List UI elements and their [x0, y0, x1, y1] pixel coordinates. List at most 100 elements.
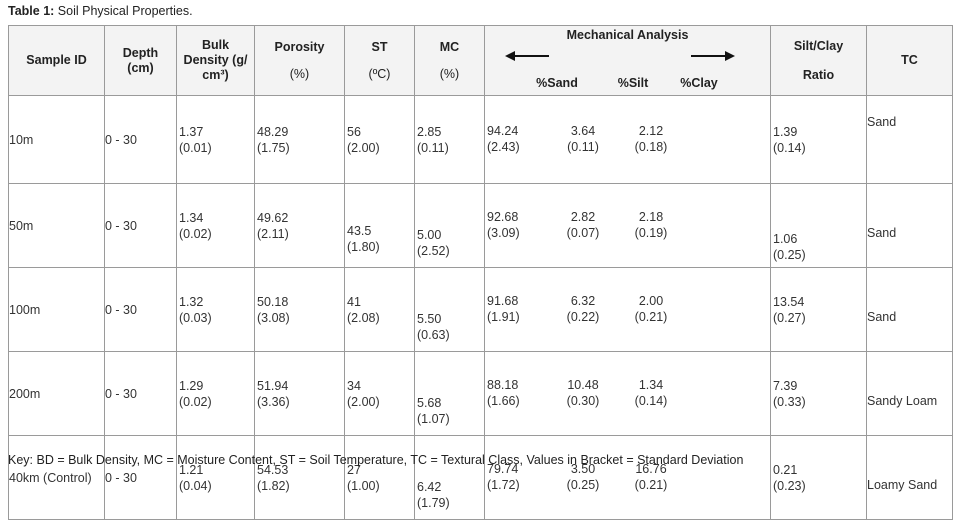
mc-sd: (2.52) [417, 244, 450, 258]
sample-id-cell: 200m [8, 351, 105, 436]
porosity-name: Porosity [274, 39, 325, 54]
header-mc: MC (%) [414, 25, 485, 96]
textural-class-cell: Sand [866, 183, 953, 268]
porosity-value: 51.94 [257, 378, 289, 393]
bulk-density-cell: 1.21 (0.04) [176, 435, 255, 520]
silt-value: 3.64 [570, 124, 596, 138]
depth-cell: 0 - 30 [104, 435, 177, 520]
mc-value: 5.68 [417, 396, 442, 410]
soil-properties-table: Sample ID Depth (cm) Bulk Density (g/ cm… [8, 25, 953, 520]
st-value: 34 [347, 378, 361, 393]
mechanical-cell: 92.68 (3.09) 2.82 (0.07) 2.18 (0.19) [484, 183, 771, 268]
mc-cell: 2.85 (0.11) [414, 95, 485, 184]
silt-group: 2.82 (0.07) [553, 209, 613, 241]
st-value: 43.5 [347, 224, 372, 238]
porosity-value: 49.62 [257, 210, 289, 225]
clay-value: 2.00 [638, 294, 664, 308]
mc-cell: 5.68 (1.07) [414, 351, 485, 436]
sample-id-cell: 100m [8, 267, 105, 352]
header-st: ST (ºC) [344, 25, 415, 96]
bulk-density-value: 1.34 [179, 210, 204, 225]
porosity-unit: (%) [289, 66, 310, 81]
st-sd: (1.00) [347, 478, 380, 493]
textural-class-cell: Sandy Loam [866, 351, 953, 436]
sand-sd: (2.43) [487, 140, 520, 154]
porosity-cell: 48.29 (1.75) [254, 95, 345, 184]
st-cell: 41 (2.08) [344, 267, 415, 352]
bulk-density-cell: 1.37 (0.01) [176, 95, 255, 184]
clay-group: 2.12 (0.18) [621, 123, 681, 155]
clay-sd: (0.18) [634, 140, 668, 154]
bulk-density-sd: (0.01) [179, 140, 212, 155]
porosity-cell: 50.18 (3.08) [254, 267, 345, 352]
silt-clay-ratio-cell: 1.39 (0.14) [770, 95, 867, 184]
porosity-cell: 54.53 (1.82) [254, 435, 345, 520]
sand-value: 92.68 [487, 210, 519, 224]
porosity-sd: (1.75) [257, 140, 290, 155]
clay-group: 1.34 (0.14) [621, 377, 681, 409]
depth-cell: 0 - 30 [104, 183, 177, 268]
porosity-sd: (1.82) [257, 478, 290, 493]
clay-sd: (0.21) [634, 478, 668, 492]
mc-sd: (0.11) [417, 140, 449, 155]
clay-value: 1.34 [638, 378, 664, 392]
mechanical-cell: 94.24 (2.43) 3.64 (0.11) 2.12 (0.18) [484, 95, 771, 184]
header-bulk-density: Bulk Density (g/ cm³) [176, 25, 255, 96]
silt-value: 2.82 [570, 210, 596, 224]
silt-group: 10.48 (0.30) [553, 377, 613, 409]
sample-id-cell: 10m [8, 95, 105, 184]
ratio-value: 7.39 [773, 378, 798, 393]
silt-sd: (0.25) [566, 478, 600, 492]
header-depth: Depth (cm) [104, 25, 177, 96]
header-tc: TC [866, 25, 953, 96]
clay-header: %Clay [680, 76, 718, 90]
sand-value: 91.68 [487, 294, 519, 308]
mc-sd: (1.07) [417, 412, 450, 426]
header-silt-clay-ratio: Silt/Clay Ratio [770, 25, 867, 96]
mc-name: MC [439, 39, 460, 54]
silt-sd: (0.11) [567, 140, 599, 154]
clay-value: 2.18 [638, 210, 664, 224]
table-row: 200m 0 - 30 1.29 (0.02) 51.94 (3.36) 34 (2.00) 5… [8, 351, 953, 436]
sand-group: 91.68 (1.91) [485, 293, 547, 325]
silt-group: 3.64 (0.11) [553, 123, 613, 155]
mc-cell: 6.42 (1.79) [414, 435, 485, 520]
sand-group: 92.68 (3.09) [485, 209, 547, 241]
ratio-sd: (0.25) [773, 248, 806, 262]
sand-group: 94.24 (2.43) [485, 123, 547, 155]
bulk-density-sd: (0.04) [179, 478, 212, 493]
st-value: 56 [347, 124, 361, 139]
bulk-density-value: 1.32 [179, 294, 204, 309]
ratio-sd: (0.33) [773, 394, 806, 409]
ratio-value: 13.54 [773, 294, 805, 309]
silt-sd: (0.07) [566, 226, 600, 240]
st-sd: (2.00) [347, 394, 380, 409]
silt-sd: (0.30) [566, 394, 600, 408]
mc-value: 5.50 [417, 312, 442, 326]
silt-clay-ratio-cell: 1.06 (0.25) [770, 183, 867, 268]
mc-cell: 5.00 (2.52) [414, 183, 485, 268]
clay-sd: (0.19) [634, 226, 668, 240]
clay-sd: (0.21) [634, 310, 668, 324]
porosity-value: 48.29 [257, 124, 289, 139]
sand-header: %Sand [536, 76, 578, 90]
depth-cell: 0 - 30 [104, 351, 177, 436]
table-row: 50m 0 - 30 1.34 (0.02) 49.62 (2.11) 43.5 (1.80)… [8, 183, 953, 268]
bulk-density-sd: (0.02) [179, 394, 212, 409]
clay-group: 2.00 (0.21) [621, 293, 681, 325]
mechanical-title: Mechanical Analysis [566, 28, 689, 42]
header-row: Sample ID Depth (cm) Bulk Density (g/ cm… [8, 25, 953, 96]
porosity-sd: (2.11) [257, 226, 289, 241]
table-row: 100m 0 - 30 1.32 (0.03) 50.18 (3.08) 41 (2.08) 5… [8, 267, 953, 352]
bulk-density-cell: 1.29 (0.02) [176, 351, 255, 436]
bulk-density-cell: 1.32 (0.03) [176, 267, 255, 352]
textural-class-cell: Sand [866, 267, 953, 352]
bulk-density-sd: (0.03) [179, 310, 212, 325]
silt-clay-ratio-cell: 0.21 (0.23) [770, 435, 867, 520]
depth-cell: 0 - 30 [104, 267, 177, 352]
mc-sd: (1.79) [417, 496, 450, 510]
table-row: 10m 0 - 30 1.37 (0.01) 48.29 (1.75) 56 (2.00) 2.… [8, 95, 953, 184]
sand-sd: (1.66) [487, 394, 520, 408]
ratio-sd: (0.14) [773, 140, 806, 155]
st-unit: (ºC) [368, 66, 391, 81]
